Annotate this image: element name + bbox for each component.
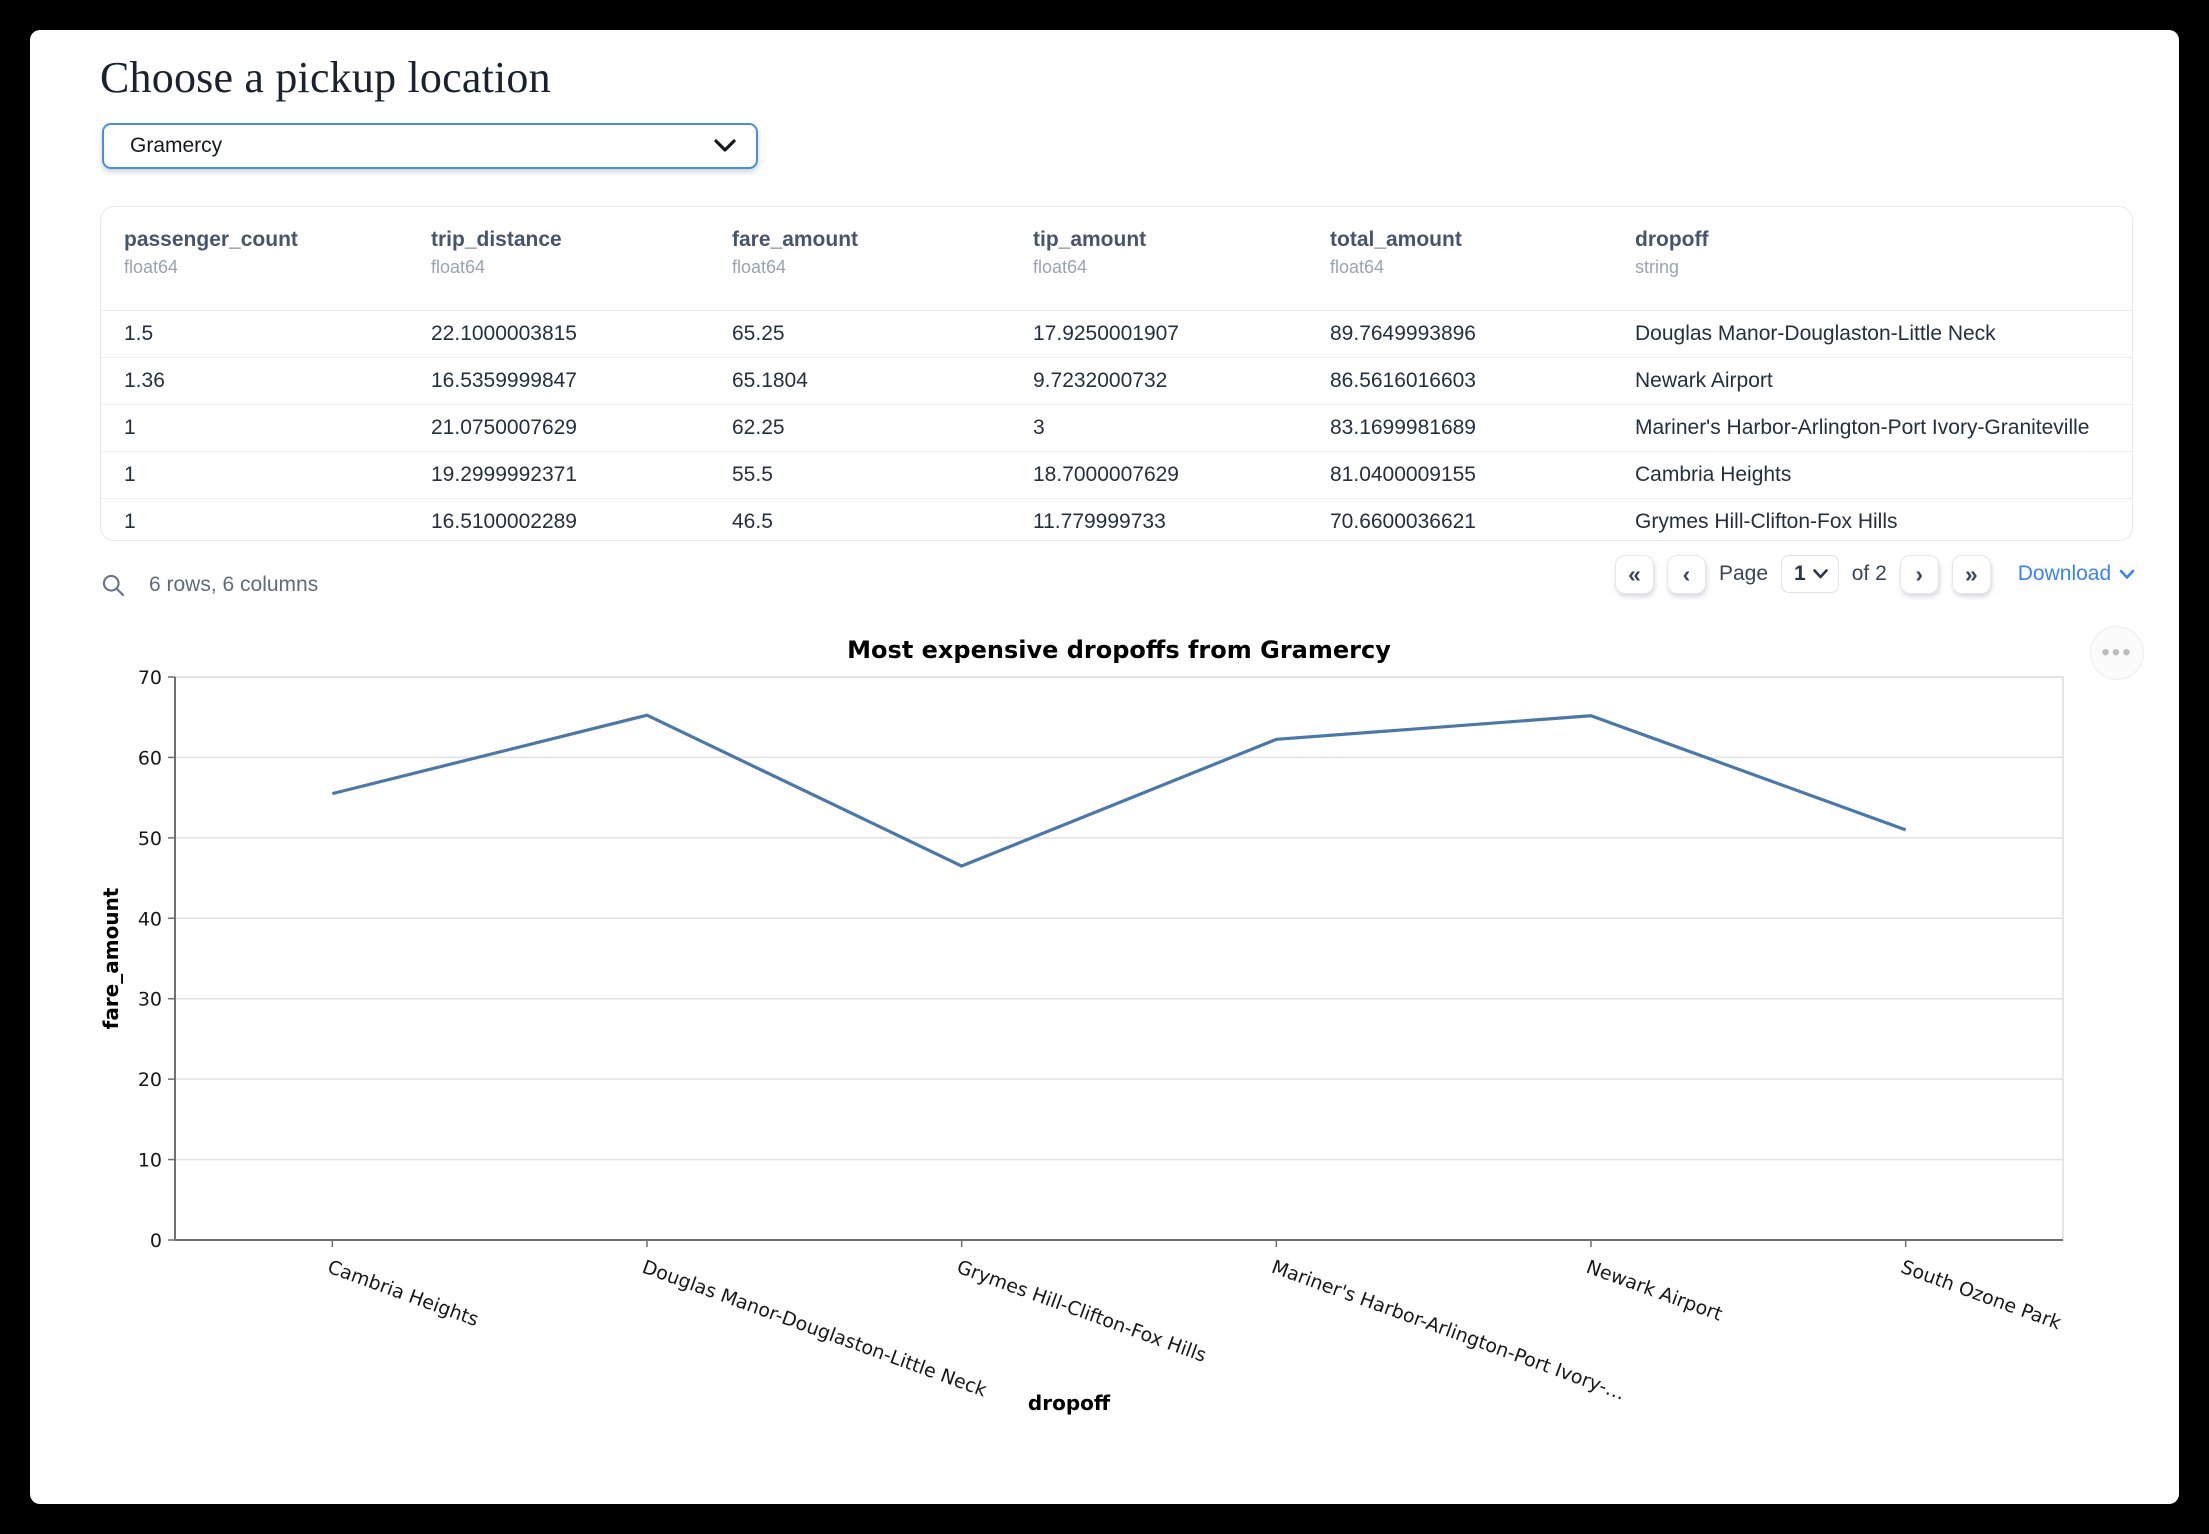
- x-tick-label: Newark Airport: [1583, 1256, 1725, 1326]
- y-tick-label: 20: [138, 1069, 162, 1091]
- chevron-down-icon: [1812, 569, 1828, 579]
- column-header[interactable]: total_amount float64: [1330, 228, 1462, 277]
- chevron-down-icon: [2119, 569, 2135, 579]
- ellipsis-menu-icon: •••: [2101, 639, 2133, 666]
- column-header[interactable]: fare_amount float64: [732, 228, 859, 277]
- y-tick-label: 0: [150, 1230, 162, 1252]
- y-tick-label: 40: [138, 908, 162, 930]
- page-total-label: of 2: [1851, 562, 1887, 585]
- column-header[interactable]: tip_amount float64: [1033, 228, 1147, 277]
- y-tick-label: 50: [138, 828, 162, 850]
- page-number-value: 1: [1794, 562, 1806, 585]
- x-axis-title: dropoff: [1028, 1391, 1111, 1415]
- fare-chart-container: Most expensive dropoffs from Gramercy 0 10…: [30, 620, 2179, 1504]
- fare-line-chart: Most expensive dropoffs from Gramercy 0 10…: [99, 636, 2064, 1415]
- x-tick-label: Douglas Manor-Douglaston-Little Neck: [639, 1256, 989, 1401]
- next-page-icon: ›: [1915, 560, 1924, 587]
- x-tick-label: Grymes Hill-Clifton-Fox Hills: [954, 1256, 1209, 1367]
- page-title: Choose a pickup location: [100, 53, 551, 102]
- pickup-location-value: Gramercy: [130, 134, 223, 157]
- table-row[interactable]: 1 16.5100002289 46.5 11.779999733 70.6600036…: [124, 510, 1898, 533]
- page-label: Page: [1719, 562, 1769, 585]
- column-header[interactable]: dropoff string: [1635, 228, 1709, 277]
- column-header[interactable]: passenger_count float64: [124, 228, 298, 277]
- prev-page-icon: ‹: [1682, 560, 1691, 587]
- y-tick-label: 10: [138, 1150, 162, 1172]
- prev-page-button[interactable]: ‹: [1667, 554, 1706, 594]
- download-label: Download: [2017, 562, 2112, 585]
- fare-line-series: [331, 713, 1907, 868]
- table-row[interactable]: 1 21.0750007629 62.25 3 83.1699981689 Mariner…: [101, 405, 2132, 452]
- y-tick-label: 70: [138, 667, 162, 689]
- table-row[interactable]: 1.36 16.5359999847 65.1804 9.7232000732 86.5…: [101, 358, 2132, 405]
- chart-title: Most expensive dropoffs from Gramercy: [847, 636, 1391, 664]
- x-tick-label: Cambria Heights: [325, 1256, 482, 1331]
- chevron-down-icon: [714, 139, 736, 152]
- app-page: Choose a pickup location Gramercy passen…: [30, 30, 2179, 1504]
- next-page-button[interactable]: ›: [1899, 554, 1939, 594]
- first-page-icon: «: [1628, 560, 1641, 587]
- page-number-select[interactable]: 1: [1781, 555, 1839, 593]
- first-page-button[interactable]: «: [1615, 554, 1654, 594]
- table-row[interactable]: 1 19.2999992371 55.5 18.7000007629 81.040000…: [101, 452, 2132, 499]
- last-page-button[interactable]: »: [1951, 554, 1991, 594]
- pickup-location-select[interactable]: Gramercy: [102, 123, 758, 169]
- y-tick-label: 60: [138, 747, 162, 769]
- search-icon[interactable]: [100, 572, 127, 599]
- row-column-summary: 6 rows, 6 columns: [149, 573, 319, 596]
- download-button[interactable]: Download: [2018, 562, 2135, 586]
- pagination-bar: « ‹ Page 1 of 2 › » Download: [1615, 551, 2135, 597]
- chart-menu-button[interactable]: •••: [2090, 626, 2144, 680]
- y-axis-title: fare_amount: [99, 887, 123, 1029]
- x-tick-label: Mariner's Harbor-Arlington-Port Ivory-…: [1269, 1256, 1628, 1405]
- results-table: passenger_count float64 trip_distance floa…: [100, 206, 2133, 541]
- y-tick-label: 30: [138, 989, 162, 1011]
- x-tick-label: South Ozone Park: [1898, 1256, 2064, 1334]
- table-footer: 6 rows, 6 columns: [100, 558, 318, 612]
- table-row[interactable]: 1.5 22.1000003815 65.25 17.9250001907 89.764…: [101, 311, 2132, 358]
- column-header[interactable]: trip_distance float64: [431, 228, 562, 277]
- last-page-icon: »: [1964, 560, 1978, 587]
- table-header-row: passenger_count float64 trip_distance floa…: [101, 207, 2132, 311]
